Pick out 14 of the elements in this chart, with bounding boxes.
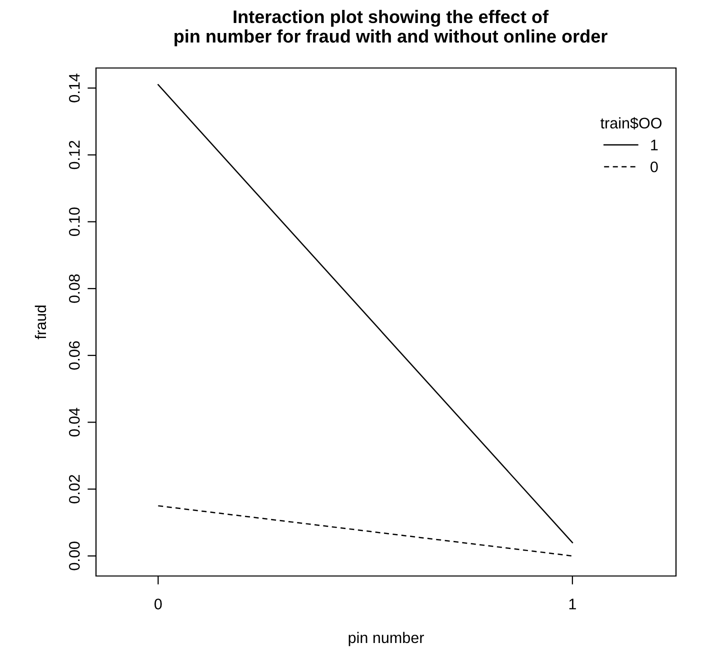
- legend-label: 0: [650, 161, 658, 172]
- y-tick-label: 0.06: [68, 341, 80, 370]
- y-tick-label: 0.12: [68, 140, 80, 170]
- y-tick-label: 0.00: [68, 542, 80, 570]
- legend-label: 1: [651, 140, 658, 150]
- y-axis-title: fraud: [34, 306, 46, 340]
- y-tick-label: 0.14: [68, 74, 80, 102]
- y-tick-label: 0.04: [68, 408, 80, 437]
- y-tick-label: 0.08: [68, 274, 80, 303]
- x-axis-title: pin number: [348, 632, 424, 646]
- y-tick-label: 0.02: [68, 475, 80, 504]
- y-tick-label: 0.10: [68, 207, 80, 236]
- chart-title: Interaction plot showing the effect of pin number for fraud with and without online order: [174, 10, 608, 46]
- legend-title: train$OO: [600, 117, 662, 130]
